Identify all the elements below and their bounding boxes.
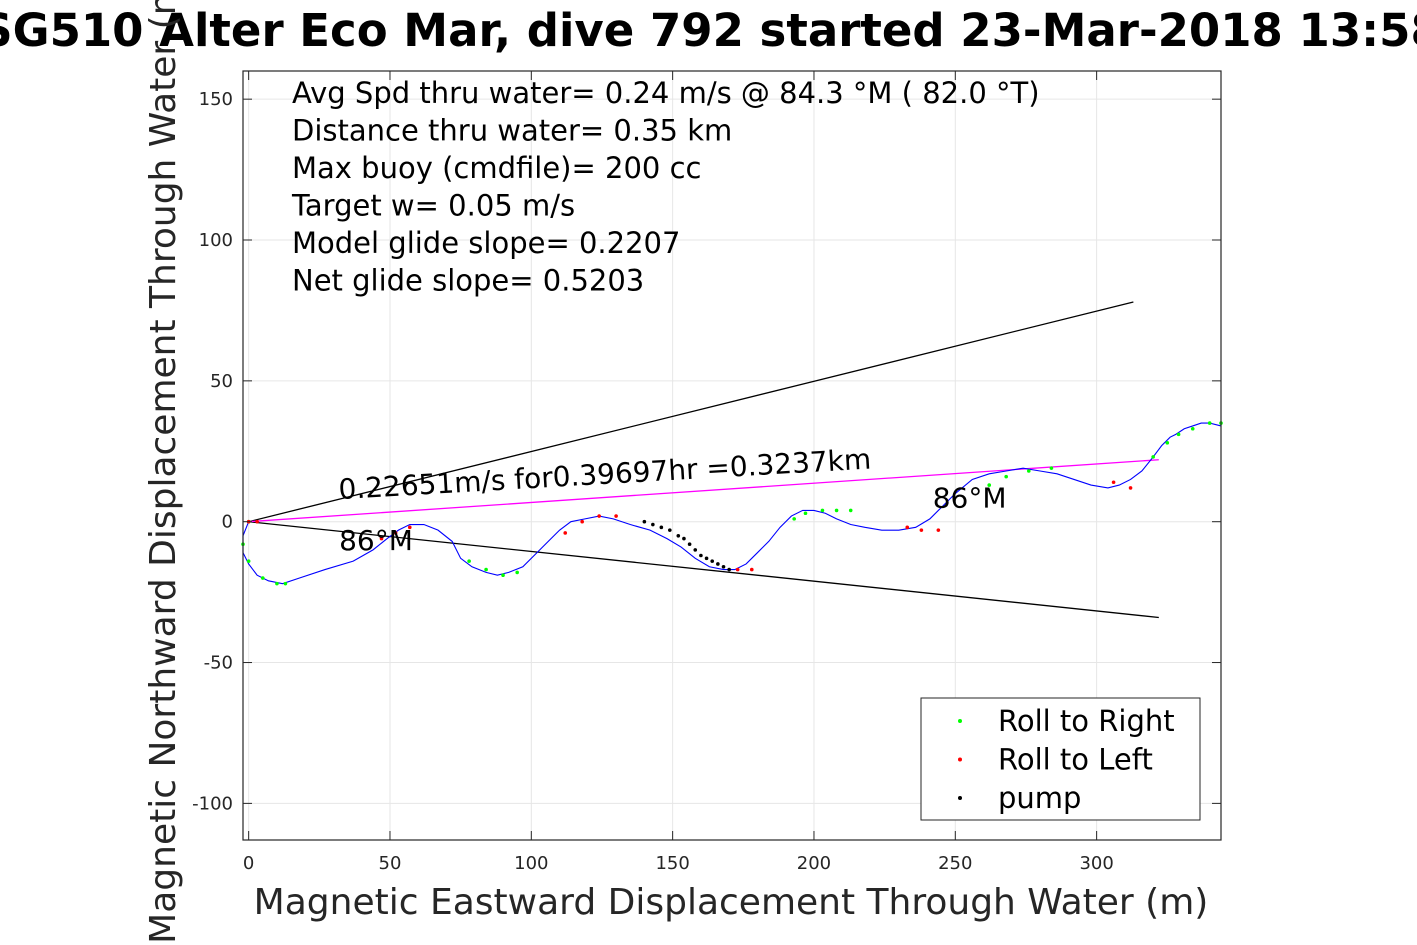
pump-point (682, 536, 686, 541)
y-tick-label: 150 (199, 89, 233, 110)
pump-point (699, 553, 703, 558)
roll-to-left-point (407, 525, 412, 530)
x-tick-label: 0 (243, 853, 254, 874)
y-tick-label: 100 (199, 230, 233, 251)
stat-line: Net glide slope= 0.5203 (292, 264, 644, 298)
legend-box (920, 697, 1201, 821)
roll-to-left-point (735, 567, 740, 572)
roll-to-left-point (936, 528, 941, 532)
roll-to-left-point (379, 536, 384, 541)
roll-to-left-point (563, 531, 568, 535)
stat-line: Model glide slope= 0.2207 (292, 226, 680, 260)
lower-envelope-line (248, 521, 1159, 619)
x-tick-label: 200 (797, 853, 831, 874)
y-axis-label: Magnetic Northward Displacement Through … (143, 0, 184, 944)
pump-point (659, 525, 664, 530)
roll-to-left-point (749, 567, 754, 572)
roll-to-left-point (580, 519, 584, 524)
reference-lines (248, 301, 1159, 619)
roll-to-left-point (905, 525, 910, 530)
legend-marker (958, 757, 962, 762)
y-tick-label: 0 (222, 512, 233, 533)
stat-line: Target w= 0.05 m/s (291, 189, 575, 223)
roll-to-right-point (501, 573, 505, 578)
legend-label: pump (998, 781, 1081, 815)
plot-frame (242, 70, 1222, 841)
legend: Roll to Right Roll to Left pump (920, 697, 1201, 821)
roll-to-right-point (275, 581, 279, 586)
tick-labels: 0 50 100 150 200 250 300 -100 -50 0 50 100 150 (192, 89, 1114, 874)
pump-point (668, 528, 672, 532)
pump-point (721, 564, 726, 569)
legend-marker (958, 796, 962, 800)
roll-to-right-point (848, 508, 853, 513)
x-axis-label: Magnetic Eastward Displacement Through W… (254, 882, 1209, 923)
roll-to-left-point (1111, 480, 1116, 485)
stat-line: Avg Spd thru water= 0.24 m/s @ 84.3 °M (… (292, 76, 1040, 110)
roll-to-right-point (1049, 466, 1054, 470)
pump-point (716, 562, 720, 566)
roll-to-right-point (467, 559, 471, 563)
axis-ticks (243, 71, 1221, 840)
pump-point (704, 556, 709, 561)
pump-point (676, 533, 681, 538)
roll-to-right-point (484, 567, 488, 572)
roll-to-right-point (834, 508, 839, 513)
net-track-line (248, 459, 1159, 523)
grid-lines (243, 71, 1221, 840)
roll-to-left-point (919, 528, 924, 532)
legend-label: Roll to Right (998, 704, 1175, 738)
roll-to-right-point (246, 559, 251, 563)
y-tick-label: -50 (204, 653, 233, 674)
roll-to-right-point (803, 511, 808, 516)
roll-to-right-point (1026, 469, 1031, 473)
track-annotation: 86°M (339, 524, 413, 557)
roll-to-right-point (1207, 421, 1212, 425)
roll-to-right-point (987, 483, 992, 487)
roll-to-right-point (1176, 432, 1181, 437)
roll-to-left-point (1128, 486, 1133, 490)
series-lines (242, 422, 1222, 585)
pump-point (651, 522, 655, 527)
pump-point (642, 519, 647, 524)
roll-to-right-point (515, 570, 519, 575)
chart-title: SG510 Alter Eco Mar, dive 792 started 23… (0, 4, 1417, 57)
x-tick-label: 150 (655, 853, 689, 874)
pump-point (693, 548, 698, 552)
upper-envelope-line (248, 301, 1134, 523)
x-tick-label: 100 (514, 853, 548, 874)
roll-to-right-point (820, 508, 825, 513)
legend-label: Roll to Left (998, 743, 1153, 777)
pump-point (687, 542, 692, 547)
roll-to-right-point (1165, 441, 1170, 445)
x-tick-label: 50 (379, 853, 402, 874)
roll-to-right-point (1190, 426, 1195, 431)
legend-marker (958, 719, 962, 723)
roll-to-left-point (393, 531, 398, 535)
track-annotation: 86°M (933, 482, 1007, 515)
y-tick-label: 50 (210, 371, 233, 392)
roll-to-left-point (614, 514, 618, 518)
roll-to-left-point (255, 519, 259, 524)
roll-to-right-point (792, 517, 796, 521)
stats-block: Avg Spd thru water= 0.24 m/s @ 84.3 °M (… (291, 76, 1040, 298)
roll-to-left-point (597, 514, 601, 518)
roll-to-right-point (1004, 474, 1008, 479)
x-tick-label: 300 (1079, 853, 1113, 874)
track-line (242, 422, 1222, 585)
pump-point (727, 567, 731, 572)
y-tick-label: -100 (192, 793, 233, 814)
stat-line: Max buoy (cmdfile)= 200 cc (292, 151, 701, 185)
roll-to-right-point (260, 576, 265, 580)
roll-to-right-point (1151, 455, 1155, 459)
x-tick-label: 250 (938, 853, 972, 874)
roll-to-right-point (283, 581, 288, 586)
stat-line: Distance thru water= 0.35 km (292, 114, 732, 148)
pump-point (710, 559, 715, 563)
